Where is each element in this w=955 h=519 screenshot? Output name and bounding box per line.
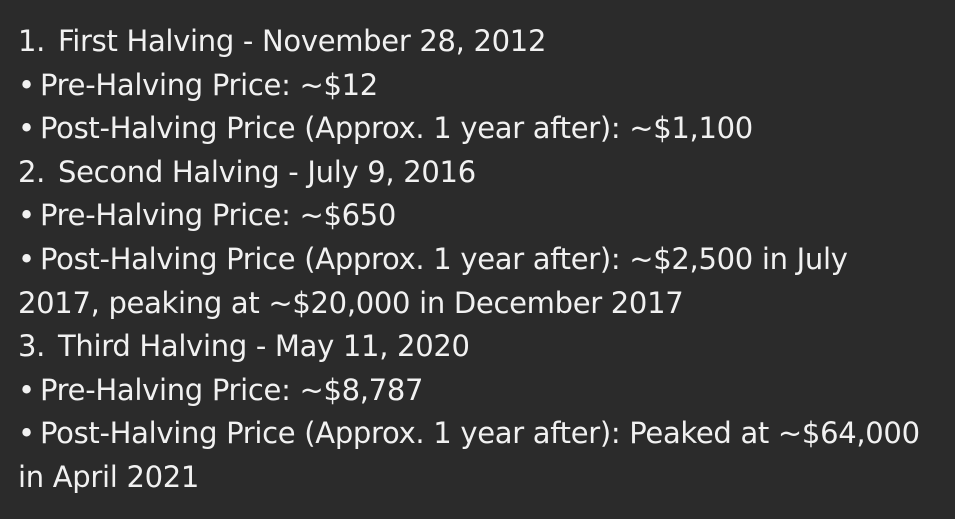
pre-halving-price-third: • Pre-Halving Price: ~$8,787 xyxy=(18,369,937,413)
post-halving-text: Post-Halving Price (Approx. 1 year after… xyxy=(18,416,920,494)
heading-text: First Halving - November 28, 2012 xyxy=(58,24,547,58)
section-heading-third: 3. Third Halving - May 11, 2020 xyxy=(18,325,937,369)
bullet: • xyxy=(18,198,35,233)
heading-text: Third Halving - May 11, 2020 xyxy=(58,329,470,364)
post-halving-price-third: • Post-Halving Price (Approx. 1 year afte… xyxy=(18,412,933,499)
pre-halving-price-second: • Pre-Halving Price: ~$650 xyxy=(18,194,937,238)
pre-halving-price-first: • Pre-Halving Price: ~$12 xyxy=(18,64,937,108)
bullet: • xyxy=(18,372,35,407)
post-halving-price-first: • Post-Halving Price (Approx. 1 year afte… xyxy=(18,107,937,151)
bullet: • xyxy=(18,67,35,102)
pre-halving-text: Pre-Halving Price: ~$8,787 xyxy=(40,372,424,407)
pre-halving-text: Pre-Halving Price: ~$12 xyxy=(40,67,378,102)
section-heading-first: 1. First Halving - November 28, 2012 xyxy=(18,20,937,64)
pre-halving-text: Pre-Halving Price: ~$650 xyxy=(40,198,397,233)
bullet: • xyxy=(18,111,35,146)
heading-text: Second Halving - July 9, 2016 xyxy=(58,154,476,189)
bullet: • xyxy=(18,416,35,451)
post-halving-price-second: • Post-Halving Price (Approx. 1 year afte… xyxy=(18,238,933,325)
list-number: 1. xyxy=(18,24,46,58)
post-halving-text: Post-Halving Price (Approx. 1 year after… xyxy=(18,241,848,320)
bullet: • xyxy=(18,241,35,276)
section-heading-second: 2. Second Halving - July 9, 2016 xyxy=(18,151,937,195)
post-halving-text: Post-Halving Price (Approx. 1 year after… xyxy=(40,111,753,146)
list-number: 3. xyxy=(18,329,46,364)
list-number: 2. xyxy=(18,154,46,189)
